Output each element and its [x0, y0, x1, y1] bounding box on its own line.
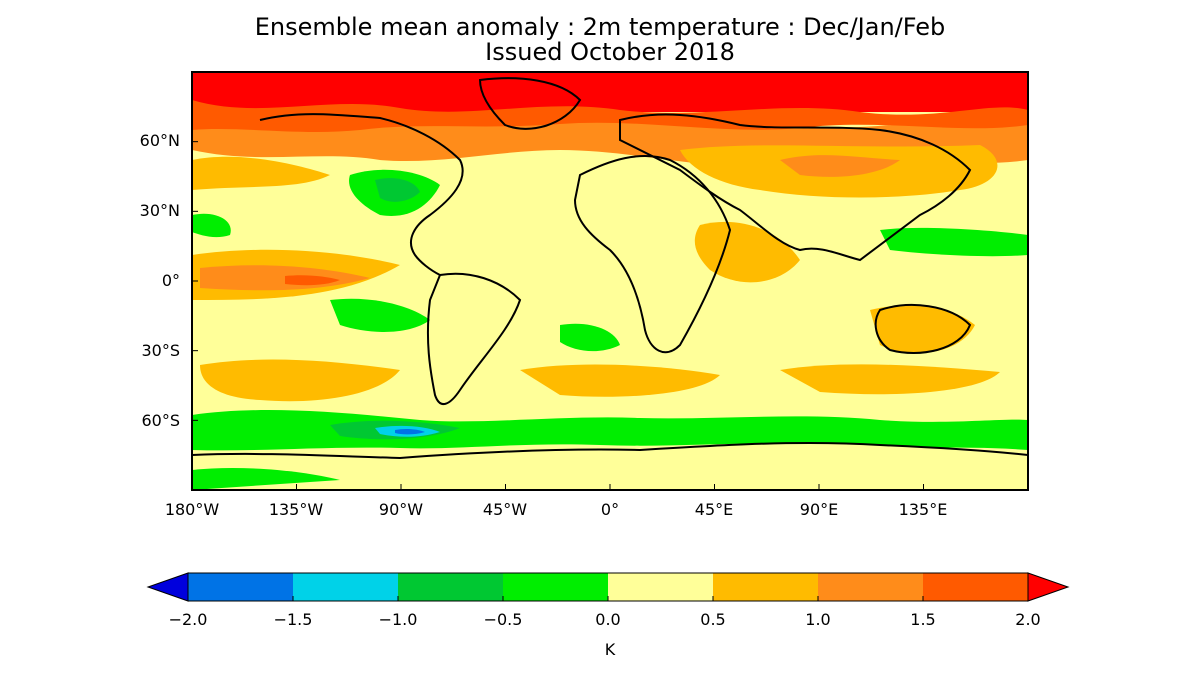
chart-title: Ensemble mean anomaly : 2m temperature :…	[254, 13, 946, 41]
lon-label-90w: 90°W	[378, 500, 424, 519]
lon-label-45w: 45°W	[482, 500, 528, 519]
lat-label-0: 0°	[161, 271, 180, 290]
atlantic-cool	[560, 323, 620, 352]
lat-ticks	[192, 141, 198, 421]
colorbar-bin	[818, 573, 923, 601]
amundsen-coldest	[395, 428, 425, 435]
australia-warm	[870, 305, 975, 354]
antarctica-west-cool	[192, 468, 340, 490]
colorbar-tick-label: 1.0	[805, 610, 831, 629]
colorbar-tick-label: −1.5	[273, 610, 313, 629]
chart-subtitle: Issued October 2018	[485, 38, 735, 66]
north-america-cooler	[375, 178, 420, 202]
north-america-coast	[259, 113, 464, 276]
antarctica-coast	[192, 441, 1028, 460]
south-atlantic-warm	[520, 364, 720, 397]
siberia-warm	[780, 155, 900, 177]
north-pacific-warm	[192, 156, 330, 190]
nino-core	[285, 275, 340, 286]
colorbar-bin	[713, 573, 818, 601]
lat-label-60n: 60°N	[139, 131, 180, 150]
colorbar-bin	[923, 573, 1028, 601]
colorbar-bin	[293, 573, 398, 601]
lat-label-60s: 60°S	[141, 411, 180, 430]
colorbar-tick-label: 1.5	[910, 610, 936, 629]
map-fields	[192, 72, 1028, 490]
colorbar-bin	[398, 573, 503, 601]
colorbar-under-arrow	[146, 572, 189, 602]
colorbar-bin	[503, 573, 608, 601]
colorbar-unit: K	[604, 640, 616, 659]
lon-ticks	[191, 484, 924, 490]
australia-coast	[874, 304, 972, 354]
south-america-coast	[426, 272, 522, 405]
south-pacific-warm	[200, 359, 400, 402]
lat-label-30s: 30°S	[141, 341, 180, 360]
lon-label-135w: 135°W	[268, 500, 324, 519]
greenland-coast	[478, 77, 582, 130]
lon-label-90e: 90°E	[799, 500, 839, 519]
west-pacific-cool	[880, 227, 1028, 257]
colorbar-bin	[188, 573, 293, 601]
colorbar-tick-label: −2.0	[168, 610, 208, 629]
colorbar-tick-label: −0.5	[483, 610, 523, 629]
coastlines	[192, 77, 1028, 460]
lon-label-0: 0°	[600, 500, 620, 519]
colorbar	[146, 572, 1070, 602]
antarctica	[192, 442, 1028, 490]
lon-label-135e: 135°E	[898, 500, 948, 519]
pacific-cool-patch	[192, 213, 231, 238]
colorbar-tick-label: 2.0	[1015, 610, 1041, 629]
colorbar-tick-label: 0.0	[595, 610, 621, 629]
lon-label-180w: 180°W	[164, 500, 220, 519]
lon-label-45e: 45°E	[694, 500, 734, 519]
south-indian-warm	[780, 364, 1000, 395]
africa-coast	[573, 154, 732, 354]
colorbar-tick-label: 0.5	[700, 610, 726, 629]
eurasia-coast	[619, 113, 972, 262]
southern-ocean-cool	[192, 410, 1028, 451]
lat-label-30n: 30°N	[139, 201, 180, 220]
colorbar-tick-label: −1.0	[378, 610, 418, 629]
east-pacific-cool	[330, 298, 430, 332]
colorbar-bin	[608, 573, 713, 601]
colorbar-over-arrow	[1027, 572, 1070, 602]
